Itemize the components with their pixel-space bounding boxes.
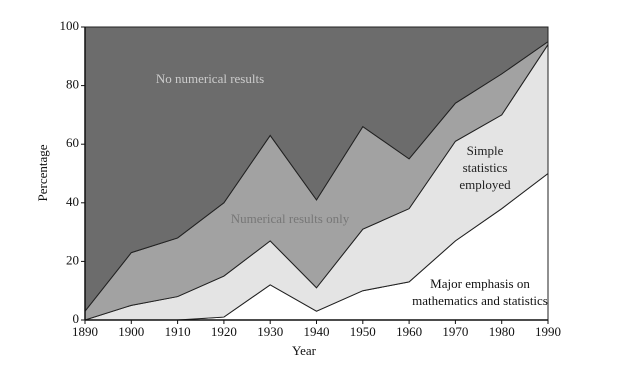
- series-label: Numerical results only: [230, 211, 350, 226]
- y-tick-label: 80: [66, 77, 79, 92]
- series-label-text: Major emphasis on mathematics and statis…: [412, 276, 548, 308]
- y-axis-label: Percentage: [35, 144, 50, 201]
- x-tick-label: 1920: [211, 324, 237, 339]
- x-tick-label: 1940: [304, 324, 330, 339]
- area: [84, 26, 549, 313]
- y-tick-label: 40: [66, 194, 79, 209]
- x-tick-label: 1980: [489, 324, 515, 339]
- series-label-text: Numerical results only: [230, 211, 350, 226]
- x-tick-label: 1890: [72, 324, 98, 339]
- y-tick-label: 20: [66, 252, 79, 267]
- y-tick-label: 0: [73, 311, 80, 326]
- x-tick-label: 1970: [442, 324, 468, 339]
- series-label: Simple statistics employed: [459, 143, 511, 192]
- x-tick-label: 1910: [165, 324, 191, 339]
- series-label: Major emphasis on mathematics and statis…: [412, 276, 548, 308]
- series-label-text: Simple statistics employed: [459, 143, 511, 192]
- y-tick-label: 60: [66, 135, 79, 150]
- x-axis-label: Year: [292, 343, 317, 358]
- x-tick-label: 1960: [396, 324, 422, 339]
- y-tick-label: 100: [60, 18, 80, 33]
- x-tick-label: 1950: [350, 324, 376, 339]
- series-label-text: No numerical results: [155, 71, 265, 86]
- x-tick-label: 1930: [257, 324, 283, 339]
- series-label: No numerical results: [155, 71, 265, 86]
- x-tick-label: 1900: [118, 324, 144, 339]
- x-tick-label: 1990: [535, 324, 561, 339]
